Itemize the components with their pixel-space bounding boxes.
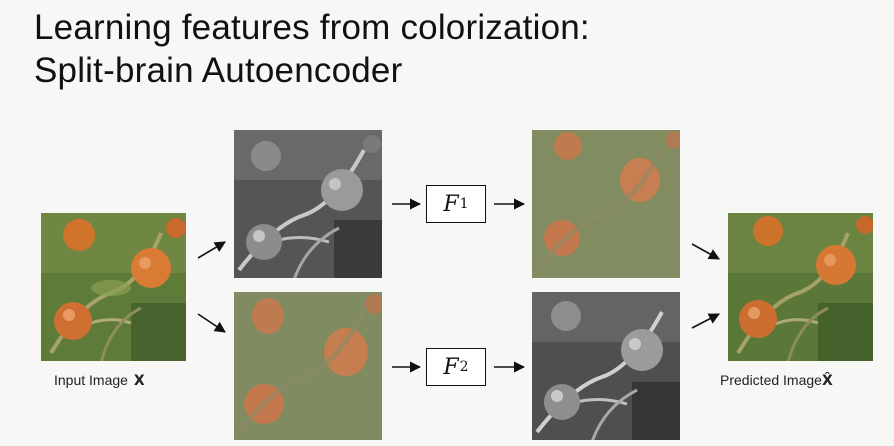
- arrow-input-to-ab: [197, 313, 226, 333]
- input-caption-symbol: X: [133, 373, 145, 389]
- predicted-image: [728, 213, 873, 361]
- title-line-2: Split-brain Autoencoder: [34, 51, 403, 90]
- input-caption: Input Image X: [54, 372, 145, 389]
- output-caption-symbol: X̂: [821, 373, 833, 389]
- f1-symbol: F: [443, 191, 459, 217]
- title-line-1: Learning features from colorization:: [34, 8, 590, 47]
- f2-symbol: F: [443, 354, 459, 380]
- arrow-input-to-grayscale: [197, 241, 226, 259]
- slide-title: Learning features from colorization: Spl…: [34, 6, 854, 92]
- f1-subscript: 1: [459, 196, 469, 212]
- arrow-gray-pred-to-output: [691, 313, 720, 329]
- input-caption-text: Input Image: [54, 372, 128, 388]
- predicted-ab-image: [532, 130, 680, 278]
- arrow-ab-pred-to-output: [691, 243, 720, 260]
- output-caption: Predicted ImageX̂: [720, 372, 833, 389]
- grayscale-channel-image: [234, 130, 382, 278]
- predicted-grayscale-image: [532, 292, 680, 440]
- input-image: [41, 213, 186, 361]
- f2-subscript: 2: [459, 359, 469, 375]
- output-caption-text: Predicted Image: [720, 372, 822, 388]
- ab-channel-image: [234, 292, 382, 440]
